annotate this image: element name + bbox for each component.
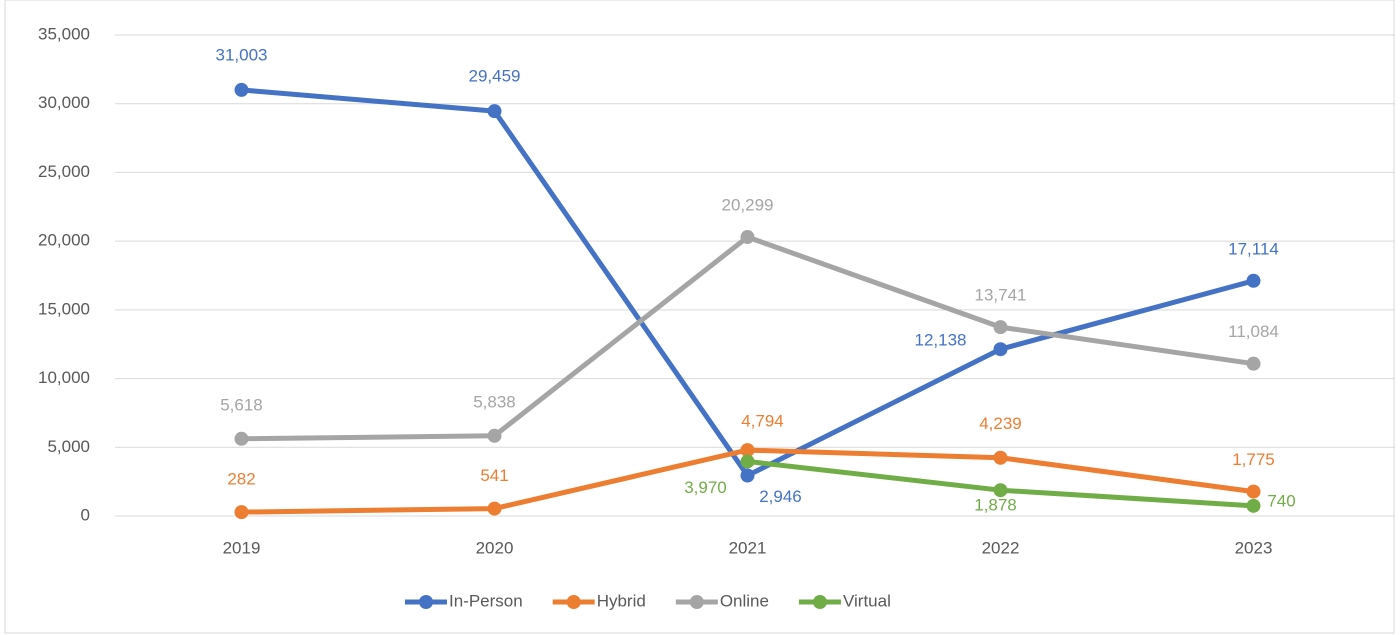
data-point <box>1246 356 1261 371</box>
data-point <box>487 428 502 443</box>
data-label: 1,775 <box>1232 450 1275 469</box>
data-point <box>740 230 755 245</box>
legend-marker <box>689 595 704 609</box>
x-tick-label: 2022 <box>982 538 1020 557</box>
x-tick-label: 2023 <box>1235 538 1273 557</box>
data-label: 541 <box>480 466 508 485</box>
data-label: 740 <box>1267 491 1295 510</box>
x-tick-label: 2019 <box>223 538 261 557</box>
data-label: 282 <box>227 470 255 489</box>
data-point <box>487 501 502 516</box>
x-tick-label: 2020 <box>476 538 514 557</box>
legend-label: Hybrid <box>597 591 646 610</box>
data-point <box>234 431 249 446</box>
data-label: 2,946 <box>759 487 802 506</box>
data-label: 31,003 <box>216 45 268 64</box>
legend-marker <box>419 595 433 609</box>
legend-label: Online <box>720 591 769 610</box>
data-label: 17,114 <box>1228 239 1279 258</box>
data-point <box>1246 498 1261 513</box>
data-label: 4,794 <box>741 412 784 431</box>
data-point <box>234 82 249 97</box>
y-tick-label: 30,000 <box>38 93 90 112</box>
y-tick-label: 25,000 <box>38 162 90 181</box>
data-label: 12,138 <box>915 331 967 350</box>
data-point <box>1246 484 1261 499</box>
legend-marker <box>566 595 581 609</box>
chart-frame <box>4 0 1395 634</box>
y-tick-label: 5,000 <box>47 437 90 456</box>
data-label: 20,299 <box>722 196 774 215</box>
data-point <box>993 483 1008 498</box>
data-label: 4,239 <box>979 414 1022 433</box>
data-point <box>487 104 502 119</box>
y-tick-label: 15,000 <box>38 299 90 318</box>
data-label: 13,741 <box>975 286 1027 305</box>
y-tick-label: 20,000 <box>38 231 90 250</box>
data-label: 3,970 <box>684 478 727 497</box>
data-label: 5,838 <box>473 392 516 411</box>
data-label: 1,878 <box>974 496 1017 515</box>
data-point <box>740 468 755 483</box>
y-tick-label: 35,000 <box>38 24 90 43</box>
data-point <box>993 450 1008 465</box>
data-label: 29,459 <box>469 67 521 86</box>
y-tick-label: 0 <box>81 505 90 524</box>
data-label: 5,618 <box>220 395 263 414</box>
data-point <box>740 443 755 458</box>
data-point <box>993 320 1008 335</box>
data-point <box>234 505 249 520</box>
legend-label: In-Person <box>449 591 523 610</box>
data-point <box>1246 273 1261 288</box>
legend-marker <box>812 595 827 609</box>
data-point <box>993 342 1008 357</box>
data-point <box>740 454 755 469</box>
x-tick-label: 2021 <box>729 538 767 557</box>
legend-label: Virtual <box>843 591 891 610</box>
y-tick-label: 10,000 <box>38 368 90 387</box>
data-label: 11,084 <box>1228 322 1279 341</box>
